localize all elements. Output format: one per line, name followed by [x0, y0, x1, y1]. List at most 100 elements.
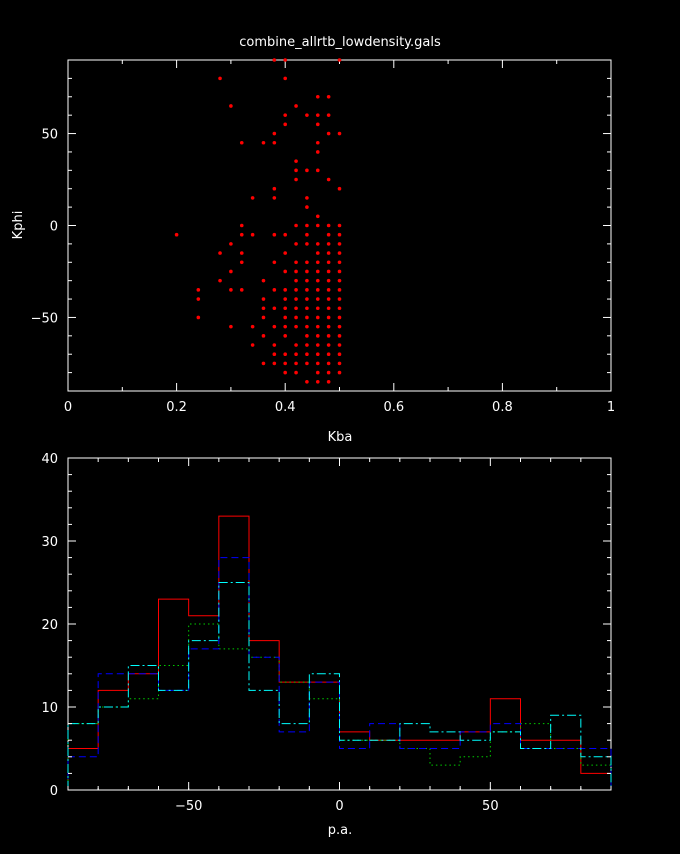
scatter-point — [305, 168, 309, 173]
scatter-point — [272, 352, 277, 357]
scatter-point — [337, 315, 342, 320]
scatter-point — [283, 288, 288, 292]
scatter-point — [315, 288, 320, 292]
scatter-point — [283, 306, 288, 311]
scatter-point — [315, 260, 320, 265]
scatter-point — [272, 186, 277, 191]
scatter-point — [294, 104, 298, 108]
scatter-point — [272, 288, 277, 292]
scatter-y-axis-label: Kphi — [11, 211, 26, 240]
scatter-point — [326, 251, 331, 255]
scatter-point — [283, 113, 288, 117]
scatter-point — [337, 269, 342, 274]
scatter-point — [315, 380, 320, 384]
scatter-point — [229, 242, 233, 246]
scatter-point — [315, 223, 320, 228]
scatter-point — [337, 278, 342, 283]
scatter-point — [294, 324, 298, 329]
scatter-point — [294, 343, 298, 347]
scatter-point — [305, 196, 309, 200]
histogram-x-tick-label: 50 — [482, 799, 499, 814]
scatter-point — [272, 324, 277, 329]
scatter-point — [326, 343, 331, 347]
scatter-point — [315, 122, 320, 127]
scatter-point — [315, 334, 320, 338]
scatter-points — [174, 58, 342, 384]
scatter-point — [337, 343, 342, 347]
scatter-point — [305, 361, 309, 366]
scatter-point — [272, 131, 277, 136]
scatter-point — [337, 251, 342, 255]
scatter-point — [283, 232, 288, 237]
scatter-point — [272, 306, 277, 311]
scatter-point — [315, 306, 320, 311]
scatter-point — [315, 352, 320, 357]
histogram-series-4 — [67, 582, 612, 790]
scatter-point — [294, 242, 298, 246]
scatter-x-tick-label: 0.2 — [166, 400, 187, 415]
scatter-point — [261, 306, 266, 311]
scatter-point — [326, 352, 331, 357]
scatter-point — [315, 94, 320, 99]
scatter-y-tick-label: 50 — [41, 128, 58, 143]
scatter-point — [326, 361, 331, 366]
scatter-point — [196, 315, 201, 320]
scatter-x-tick-label: 0.4 — [275, 400, 296, 415]
scatter-panel: combine_allrtb_lowdensity.gals 0 0.2 0.4 0.… — [11, 35, 615, 445]
scatter-point — [272, 260, 277, 265]
scatter-point — [305, 278, 309, 283]
scatter-point — [294, 315, 298, 320]
scatter-point — [337, 223, 342, 228]
scatter-point — [283, 251, 288, 255]
scatter-point — [283, 370, 288, 375]
scatter-point — [326, 334, 331, 338]
scatter-point — [337, 324, 342, 329]
scatter-point — [305, 205, 309, 209]
scatter-point — [326, 113, 331, 117]
scatter-point — [250, 324, 255, 329]
scatter-point — [326, 269, 331, 274]
scatter-point — [229, 324, 233, 329]
scatter-point — [294, 278, 298, 283]
scatter-point — [229, 104, 233, 108]
histogram-y-tick-label: 40 — [41, 452, 58, 467]
scatter-point — [294, 177, 298, 182]
scatter-point — [305, 343, 309, 347]
scatter-point — [283, 297, 288, 301]
scatter-point — [239, 251, 244, 255]
scatter-point — [294, 223, 298, 228]
scatter-point — [294, 260, 298, 265]
scatter-point — [305, 232, 309, 237]
scatter-point — [218, 278, 222, 283]
scatter-point — [239, 232, 244, 237]
scatter-point — [315, 214, 320, 219]
scatter-point — [337, 260, 342, 265]
scatter-point — [261, 297, 266, 301]
scatter-point — [305, 315, 309, 320]
scatter-point — [272, 361, 277, 366]
scatter-point — [305, 223, 309, 228]
scatter-x-tick-label: 0 — [64, 400, 72, 415]
scatter-point — [337, 297, 342, 301]
scatter-point — [250, 196, 255, 200]
scatter-point — [261, 315, 266, 320]
scatter-point — [337, 370, 342, 375]
scatter-point — [326, 242, 331, 246]
scatter-point — [261, 334, 266, 338]
histogram-y-tick-label: 20 — [41, 618, 58, 633]
scatter-point — [326, 260, 331, 265]
scatter-point — [337, 361, 342, 366]
scatter-point — [315, 269, 320, 274]
histogram-series-3 — [67, 557, 612, 790]
histogram-ticks: −50 0 50 0 10 20 30 40 — [41, 452, 612, 814]
scatter-point — [294, 288, 298, 292]
scatter-point — [315, 370, 320, 375]
scatter-point — [196, 297, 201, 301]
histogram-y-tick-label: 30 — [41, 535, 58, 550]
scatter-x-tick-label: 0.8 — [492, 400, 513, 415]
scatter-point — [294, 297, 298, 301]
scatter-point — [305, 260, 309, 265]
scatter-point — [315, 168, 320, 173]
scatter-point — [315, 150, 320, 154]
